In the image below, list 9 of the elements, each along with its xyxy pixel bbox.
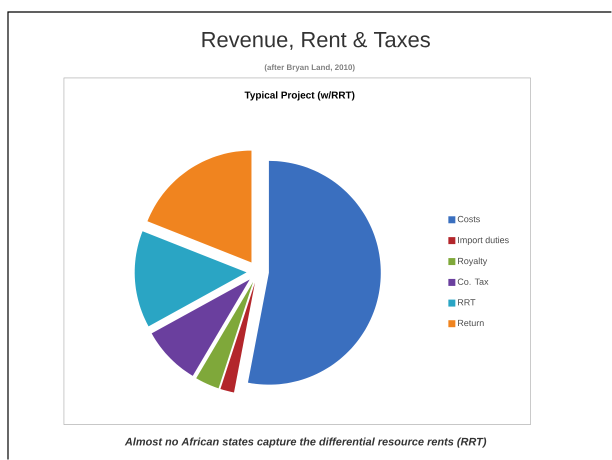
legend-label: Import duties bbox=[458, 236, 509, 245]
legend-label: Return bbox=[458, 320, 484, 326]
legend-label: RRT bbox=[458, 299, 476, 306]
legend-label: Co. Tax bbox=[458, 278, 488, 285]
text: Typical Project (w/RRT) bbox=[244, 91, 354, 100]
legend-label: Royalty bbox=[458, 258, 488, 266]
chart-title: Revenue, Rent & Taxes bbox=[202, 32, 430, 50]
legend-label: Costs bbox=[458, 216, 480, 222]
text: Almost no African states capture the differential resource rents (RRT) bbox=[124, 437, 486, 448]
